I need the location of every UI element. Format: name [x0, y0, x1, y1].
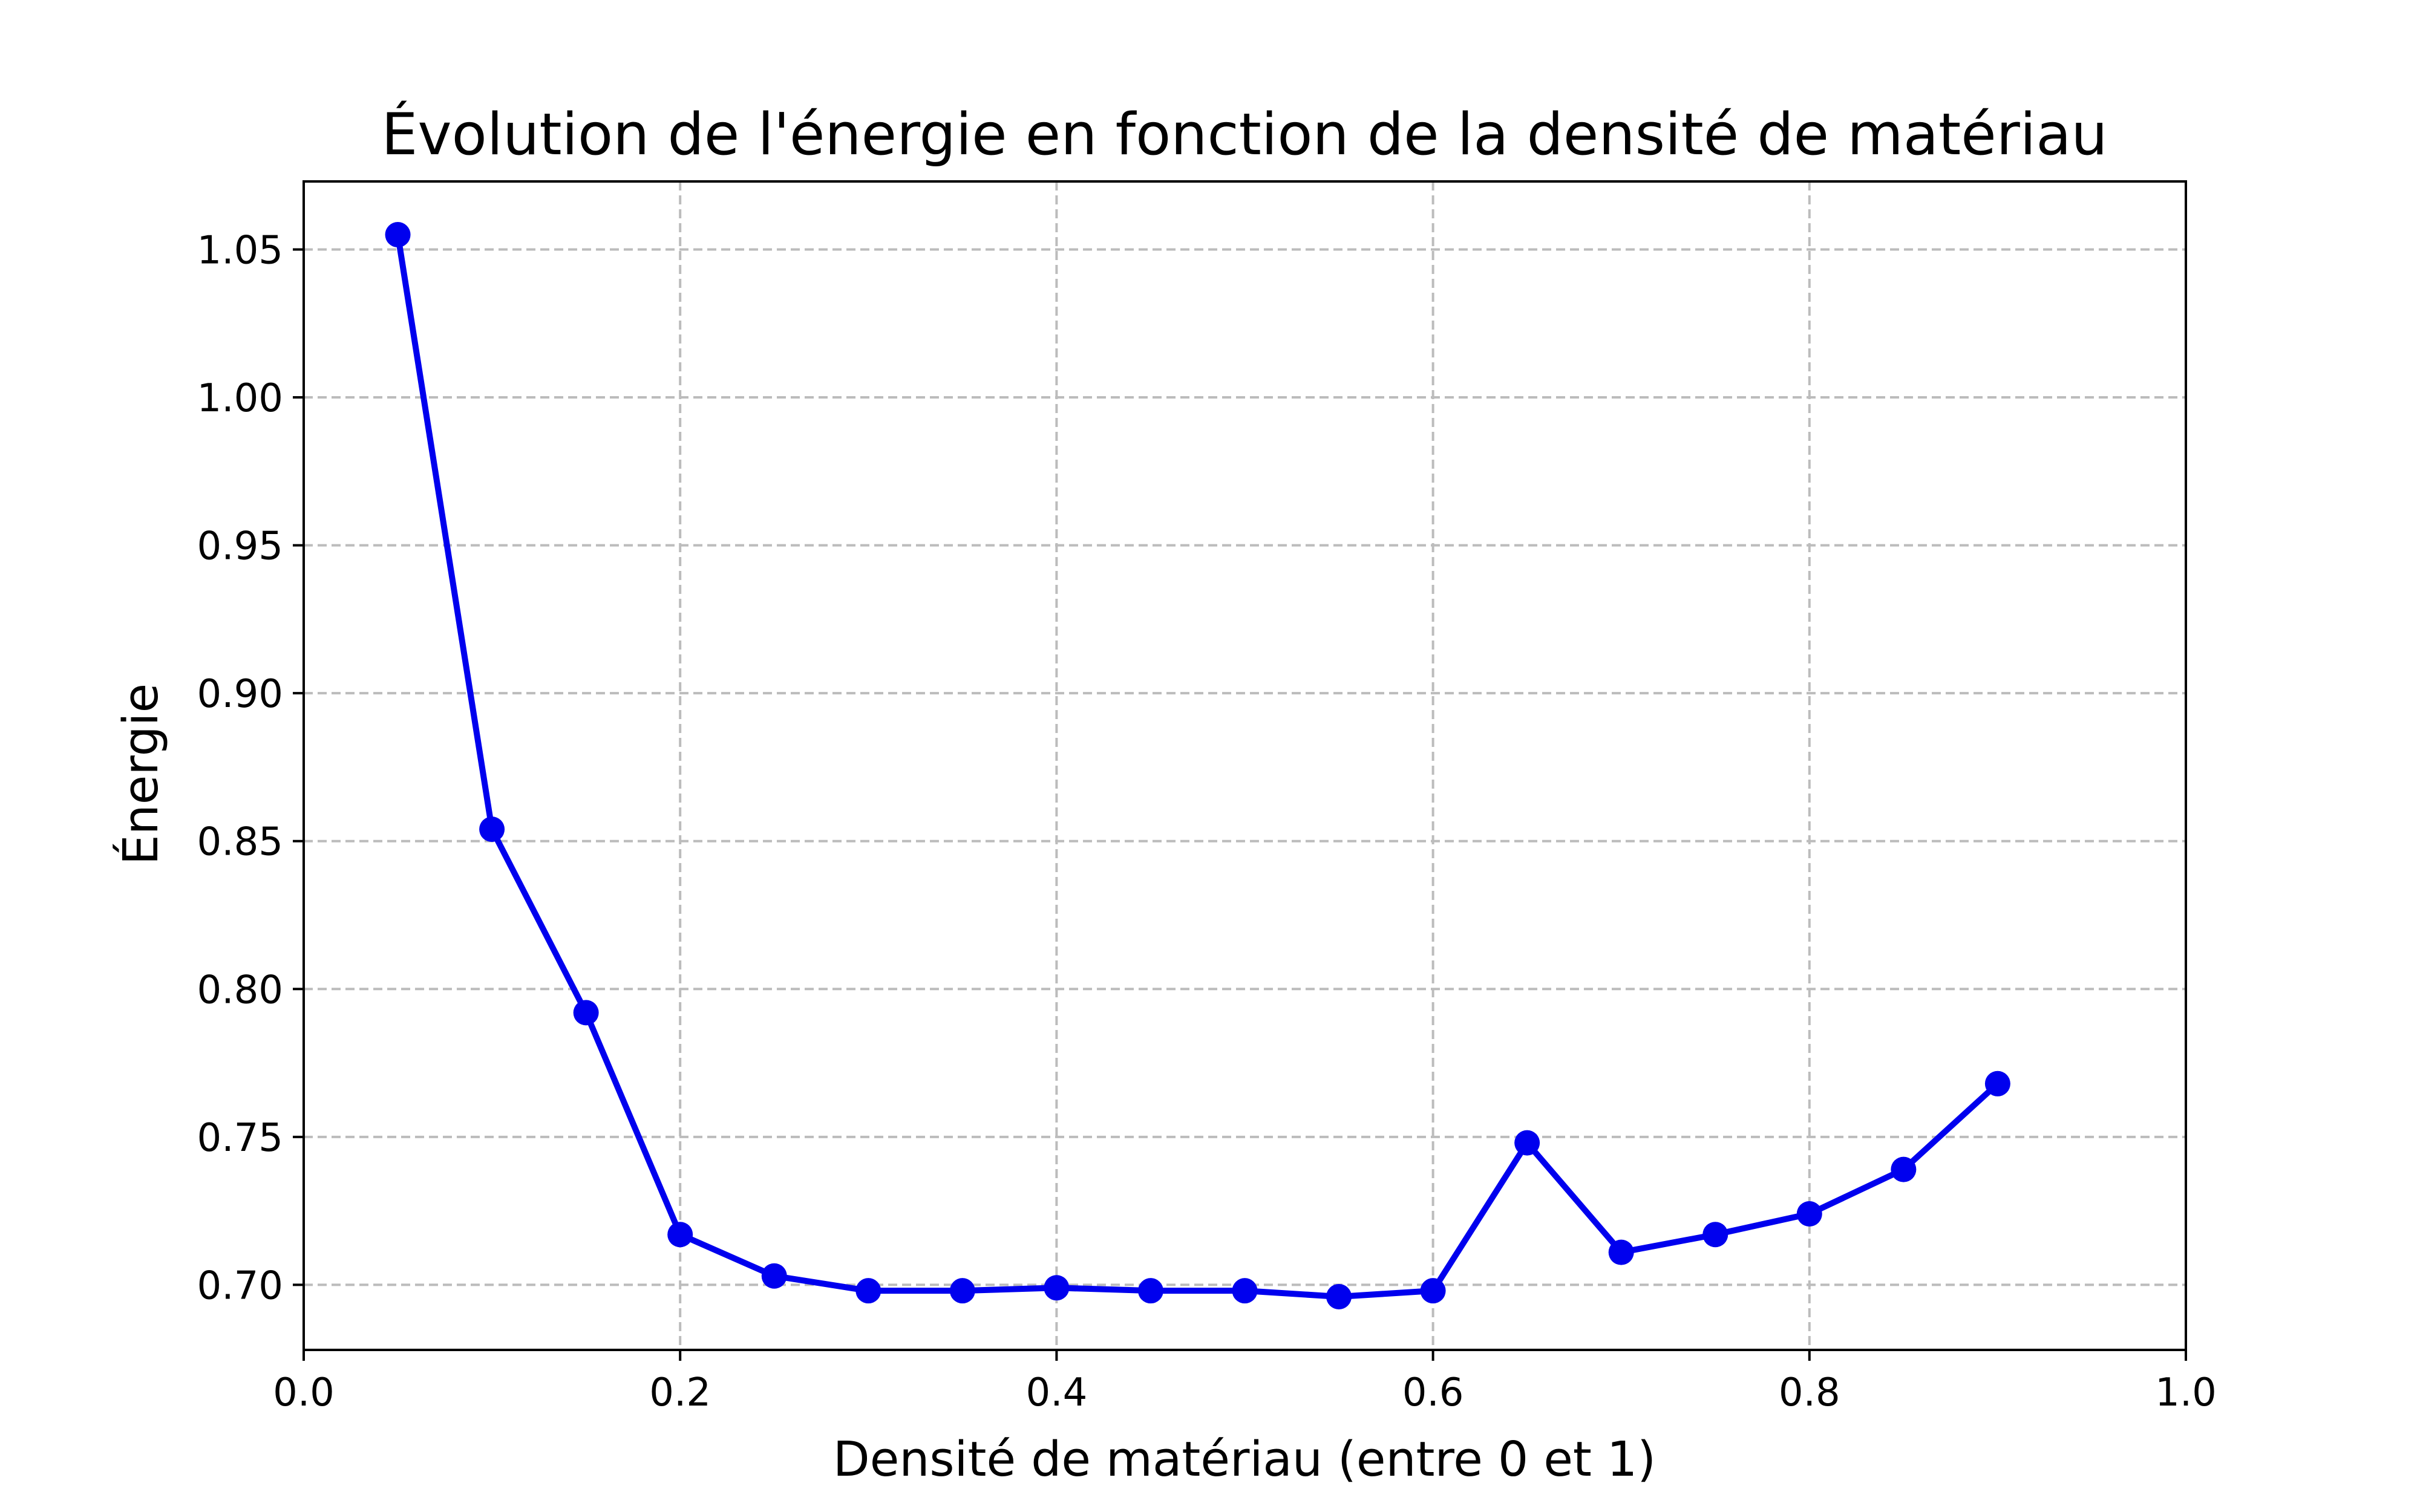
x-tick-label: 0.0	[273, 1370, 335, 1415]
series-line	[394, 234, 2000, 1300]
x-tick-label: 0.2	[649, 1370, 711, 1415]
data-point	[1044, 1275, 1070, 1301]
x-tick-label: 0.6	[1402, 1370, 1464, 1415]
data-point	[1137, 1278, 1163, 1304]
y-tick-label: 0.95	[197, 524, 284, 569]
y-tick-label: 0.70	[197, 1263, 284, 1308]
y-tick-label: 0.90	[197, 672, 284, 717]
x-tick-label: 0.8	[1779, 1370, 1840, 1415]
data-point	[573, 1000, 599, 1026]
data-point	[1608, 1239, 1634, 1265]
data-point	[385, 222, 411, 248]
data-point	[479, 816, 505, 842]
x-axis-label: Densité de matériau (entre 0 et 1)	[833, 1432, 1656, 1487]
data-point	[1420, 1278, 1446, 1304]
data-point	[1891, 1156, 1917, 1182]
data-point	[1514, 1130, 1540, 1156]
y-axis-label: Énergie	[113, 683, 169, 865]
y-tick-label: 1.00	[197, 376, 284, 421]
plot-frame	[302, 180, 2187, 1351]
data-point	[1984, 1070, 2010, 1097]
data-point	[1232, 1278, 1258, 1304]
chart-title: Évolution de l'énergie en fonction de la…	[381, 101, 2107, 168]
x-tick-label: 1.0	[2155, 1370, 2217, 1415]
y-tick-label: 0.75	[197, 1116, 284, 1161]
data-point	[667, 1222, 693, 1248]
x-tick-label: 0.4	[1026, 1370, 1088, 1415]
data-point	[855, 1278, 881, 1304]
data-point	[1702, 1222, 1728, 1248]
y-tick-label: 1.05	[197, 228, 284, 273]
y-tick-label: 0.85	[197, 820, 284, 865]
data-point	[761, 1263, 787, 1289]
plot-area: 0.0 0.2 0.4 0.6 0.8 1.0 0.70 0.75 0.80 0.85 0.90 0.…	[197, 180, 2217, 1415]
data-point	[1326, 1283, 1352, 1309]
data-point	[949, 1278, 975, 1304]
data-point	[1796, 1201, 1822, 1227]
y-tick-label: 0.80	[197, 968, 284, 1012]
